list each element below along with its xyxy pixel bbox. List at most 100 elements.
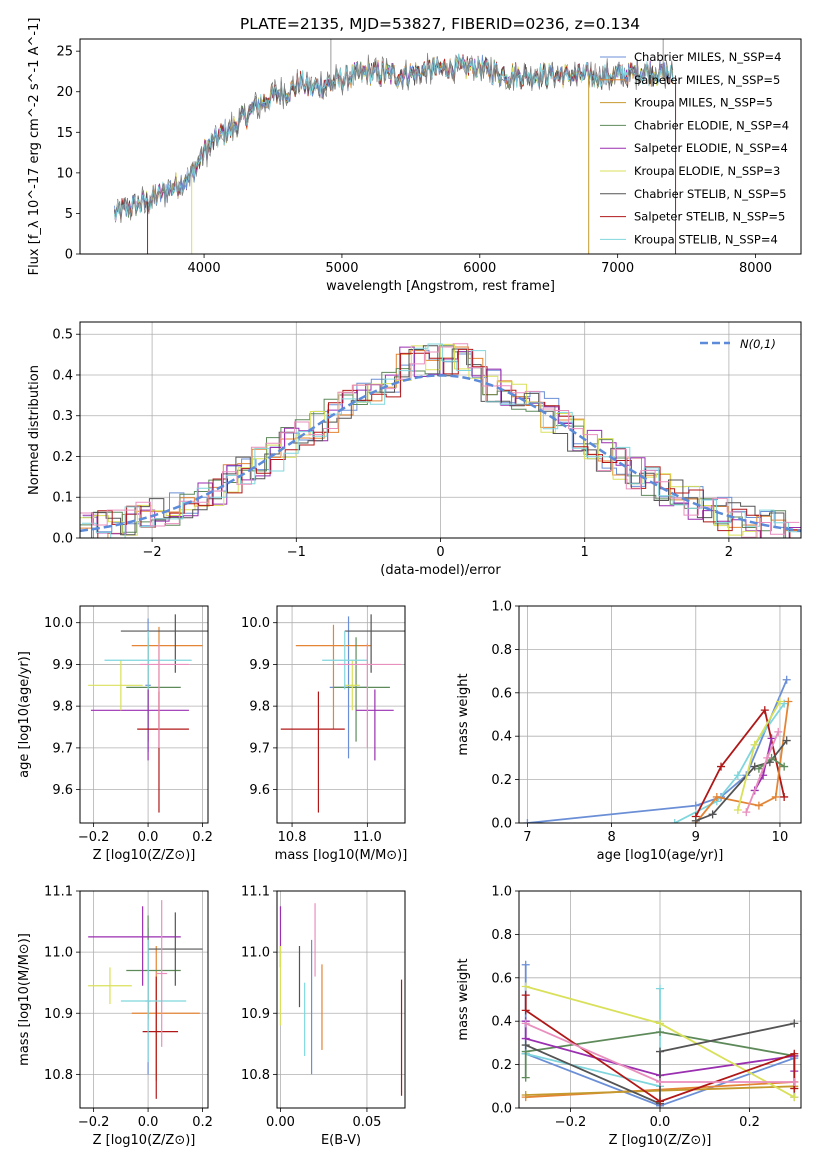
y-tick-label: 9.7 <box>52 741 73 756</box>
weight-marker <box>754 801 763 810</box>
y-tick-label: 9.9 <box>249 658 270 673</box>
weight-line <box>694 708 786 817</box>
weight-marker <box>790 1019 799 1028</box>
weight-marker <box>784 697 793 706</box>
y-tick-label: 0.0 <box>491 1102 512 1117</box>
age-mass-points <box>280 614 405 813</box>
x-axis-label: age [log10(age/yr)] <box>597 848 724 863</box>
legend-entry: Chabrier MILES, N_SSP=4 <box>634 50 781 64</box>
y-tick-label: 10.9 <box>44 1007 73 1022</box>
weight-marker <box>774 727 783 736</box>
legend-entry: Kroupa STELIB, N_SSP=4 <box>634 232 778 246</box>
mass-Z-chart: −0.2 0.0 0.2 10.8 10.9 11.0 11.1 Z [log10(Z/Z⊙)… <box>17 885 213 1149</box>
y-tick-label: 0.6 <box>491 686 512 701</box>
weight-line <box>525 988 661 1088</box>
axes-frame <box>276 890 406 1109</box>
figure-title: PLATE=2135, MJD=53827, FIBERID=0236, z=0… <box>240 15 640 33</box>
errorbar-point <box>137 691 189 813</box>
weight-marker <box>742 808 751 817</box>
x-tick-label: 0.05 <box>352 1115 381 1130</box>
y-tick-label: 0.8 <box>491 643 512 658</box>
residuals-chart: −2 −1 0 1 2 0.0 0.1 0.2 0.3 0.4 0.5 (data-model)/er… <box>27 321 802 578</box>
y-axis-label: mass weight <box>456 958 471 1040</box>
x-tick-label: 6000 <box>463 261 496 276</box>
age-mass-chart: 10.8 11.0 9.6 9.7 9.8 9.9 10.0 mass [log10(M/M⊙… <box>241 605 407 863</box>
axes-frame <box>79 890 209 1109</box>
axes-frame <box>79 38 802 255</box>
x-tick-label: 1 <box>581 545 589 560</box>
x-tick-label: 0.0 <box>138 1115 159 1130</box>
y-tick-label: 0.0 <box>491 817 512 832</box>
errorbar-point <box>280 691 345 813</box>
x-axis-label: wavelength [Angstrom, rest frame] <box>326 279 555 294</box>
weight-marker <box>708 810 717 819</box>
legend-entry: Salpeter STELIB, N_SSP=5 <box>634 210 785 224</box>
weight-series <box>691 736 791 823</box>
axes-frame <box>518 890 802 1109</box>
y-tick-label: 11.0 <box>44 946 73 961</box>
histogram-salpeter-stelib <box>83 348 801 538</box>
legend-entry: Kroupa MILES, N_SSP=5 <box>634 96 773 110</box>
weight-series <box>521 991 799 1106</box>
errorbar-point <box>344 614 405 673</box>
errorbar-point <box>322 631 368 690</box>
x-tick-label: −2 <box>143 545 162 560</box>
x-tick-label: 0.2 <box>192 830 213 845</box>
weight-marker <box>712 792 721 801</box>
errorbar-point <box>356 689 394 761</box>
weight-marker <box>656 1097 664 1106</box>
weight-marker <box>656 1077 664 1086</box>
errorbar-point <box>88 906 181 986</box>
y-tick-label: 0.3 <box>52 409 73 424</box>
y-tick-label: 0.2 <box>491 773 512 788</box>
x-tick-label: 0.2 <box>192 1115 213 1130</box>
weight-marker <box>656 1047 664 1056</box>
errorbar-point <box>126 637 181 742</box>
y-tick-label: 0.4 <box>491 1015 512 1030</box>
weight-marker <box>782 736 791 745</box>
y-tick-label: 10.9 <box>241 1007 270 1022</box>
y-tick-label: 9.9 <box>52 658 73 673</box>
y-tick-label: 11.1 <box>44 885 73 900</box>
weight-marker <box>521 991 530 1000</box>
y-tick-label: 0.2 <box>52 450 73 465</box>
weight-marker <box>521 1041 530 1050</box>
y-tick-label: 9.8 <box>249 700 270 715</box>
y-tick-label: 0.4 <box>491 730 512 745</box>
y-tick-label: 11.1 <box>241 885 270 900</box>
mass-weight-Z-lines <box>521 960 799 1108</box>
x-tick-label: 0.0 <box>650 1115 671 1130</box>
x-axis-label: (data-model)/error <box>380 563 501 578</box>
x-tick-label: 0.0 <box>138 830 159 845</box>
y-tick-label: 0 <box>65 248 73 263</box>
y-tick-label: 10.8 <box>241 1068 270 1083</box>
age-Z-points <box>88 614 208 813</box>
errorbar-point <box>344 660 360 711</box>
mass-EBV-points <box>279 903 403 1096</box>
mass-weight-age-lines <box>523 675 793 823</box>
residual-histograms <box>80 343 801 538</box>
axes-frame <box>79 605 209 824</box>
weight-marker <box>691 816 700 823</box>
y-tick-label: 9.7 <box>249 741 270 756</box>
x-tick-label: 0.00 <box>266 1115 295 1130</box>
legend-entry: Salpeter MILES, N_SSP=5 <box>634 73 780 87</box>
errorbar-point <box>104 631 192 690</box>
y-tick-label: 10.0 <box>44 616 73 631</box>
legend: Chabrier MILES, N_SSP=4 Salpeter MILES, N… <box>600 50 789 246</box>
x-tick-label: −0.2 <box>555 1115 587 1130</box>
weight-marker <box>521 1019 530 1028</box>
y-axis-label: mass [log10(M/M⊙)] <box>17 933 32 1066</box>
errorbar-point <box>156 900 168 1047</box>
y-tick-label: 0.2 <box>491 1058 512 1073</box>
weight-marker <box>523 819 532 823</box>
axes-frame <box>276 605 406 824</box>
weight-line <box>525 1022 795 1106</box>
weight-marker <box>780 762 789 771</box>
weight-marker <box>521 960 530 969</box>
weight-line <box>527 679 788 823</box>
y-tick-label: 0.8 <box>491 928 512 943</box>
x-tick-label: 0 <box>436 545 444 560</box>
weight-marker <box>521 1073 530 1082</box>
weight-marker <box>733 805 742 814</box>
